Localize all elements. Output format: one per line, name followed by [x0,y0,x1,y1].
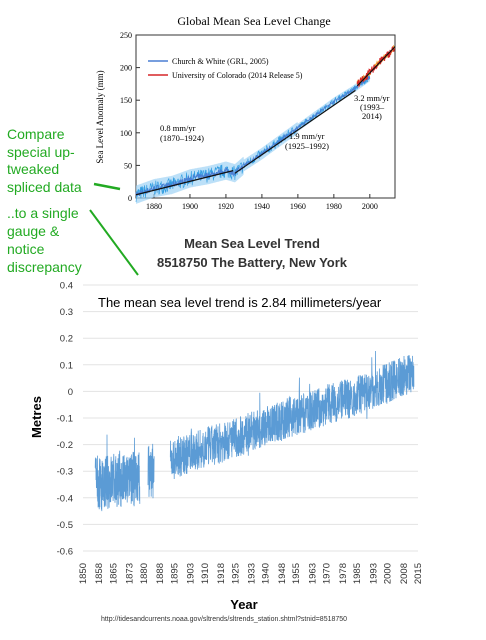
battery-y-tick-label: 0.4 [60,281,73,292]
compare-line-2: special up- [7,144,75,160]
battery-x-tick-label: 1918 [216,563,227,584]
single-gauge-annotation: ..to a single gauge & notice discrepancy [7,205,139,276]
battery-x-tick-label: 1903 [186,563,197,584]
global-legend: Church & White (GRL, 2005) University of… [148,57,303,80]
battery-x-tick-label: 1940 [261,563,272,584]
battery-x-tick-label: 1925 [230,563,241,584]
battery-chart-title: Mean Sea Level Trend [184,236,320,251]
global-x-tick-label: 1920 [218,202,234,211]
battery-x-tick-label: 2008 [399,563,410,584]
battery-y-tick-label: 0.2 [60,334,73,345]
battery-y-tick-label: -0.4 [57,493,73,504]
battery-y-tick-label: 0.1 [60,360,73,371]
battery-x-tick-label: 1858 [94,563,105,584]
global-x-tick-label: 1960 [290,202,306,211]
battery-x-tick-label: 1933 [247,563,258,584]
global-x-ticks: 1880 1900 1920 1940 1960 1980 2000 [146,194,378,211]
global-y-tick-label: 50 [124,161,132,170]
battery-x-tick-label: 1850 [78,563,89,584]
global-y-tick-label: 250 [120,31,132,40]
battery-chart-subtitle: 8518750 The Battery, New York [157,255,348,270]
global-y-tick-label: 100 [120,129,132,138]
single-line-1: ..to a single [7,205,79,221]
global-y-axis-label: Sea Level Anomaly (mm) [95,70,105,163]
battery-y-ticks: 0.4 0.3 0.2 0.1 0 -0.1 -0.2 -0.3 -0.4 -0.5 -0.6 [57,281,73,558]
battery-x-tick-label: 2015 [413,563,424,584]
battery-y-axis-label: Metres [29,396,44,438]
battery-x-tick-label: 1955 [291,563,302,584]
battery-x-tick-label: 1993 [368,563,379,584]
battery-x-tick-label: 1910 [200,563,211,584]
battery-x-tick-label: 1970 [322,563,333,584]
battery-x-ticks: 1850 1858 1865 1873 1880 1888 1895 1903 1910 1918… [78,563,424,584]
battery-x-axis-label: Year [230,597,257,612]
single-line-2: gauge & [7,223,60,239]
battery-x-tick-label: 2000 [383,563,394,584]
global-trend-line [135,170,234,196]
battery-x-tick-label: 1865 [109,563,120,584]
rate-annotation-1993-end: 2014) [362,111,382,121]
compare-line-4: spliced data [7,179,82,195]
battery-chart: Mean Sea Level Trend 8518750 The Battery… [29,236,424,623]
battery-x-tick-label: 1880 [139,563,150,584]
global-x-tick-label: 1900 [182,202,198,211]
compare-annotation: Compare special up- tweaked spliced data [7,126,121,195]
compare-arrow [93,182,121,191]
single-gauge-arrow [89,209,139,276]
battery-y-tick-label: 0 [68,387,73,398]
battery-y-tick-label: -0.3 [57,467,73,478]
rate-annotation-1925-range: (1925–1992) [285,141,329,151]
global-x-tick-label: 1980 [326,202,342,211]
battery-x-tick-label: 1873 [125,563,136,584]
battery-x-tick-label: 1895 [169,563,180,584]
battery-trend-annotation: The mean sea level trend is 2.84 millime… [98,295,382,310]
global-chart-title: Global Mean Sea Level Change [177,14,330,28]
battery-y-tick-label: 0.3 [60,307,73,318]
compare-line-3: tweaked [7,161,59,177]
source-url: http://tidesandcurrents.noaa.gov/sltrend… [101,616,347,623]
battery-x-tick-label: 1963 [307,563,318,584]
global-x-tick-label: 2000 [362,202,378,211]
battery-x-tick-label: 1978 [338,563,349,584]
global-y-tick-label: 200 [120,64,132,73]
battery-data [94,350,415,512]
legend-label-church-white: Church & White (GRL, 2005) [172,57,269,66]
rate-annotation-1993: 3.2 mm/yr [354,93,390,103]
battery-x-tick-label: 1985 [352,563,363,584]
global-plot-frame [135,34,396,199]
battery-y-tick-label: -0.1 [57,414,73,425]
rate-annotation-1870: 0.8 mm/yr [160,123,196,133]
global-y-ticks: 0 50 100 150 200 250 [120,31,140,203]
global-x-tick-label: 1940 [254,202,270,211]
compare-line-1: Compare [7,126,65,142]
battery-series-segment [147,443,155,499]
global-chart: Global Mean Sea Level Change 0 50 100 150 20… [95,14,396,211]
global-data [135,44,396,204]
battery-y-tick-label: -0.2 [57,440,73,451]
battery-x-tick-label: 1948 [277,563,288,584]
global-y-tick-label: 150 [120,96,132,105]
rate-annotation-1993-range: (1993– [360,102,385,112]
global-x-tick-label: 1880 [146,202,162,211]
legend-label-colorado: University of Colorado (2014 Release 5) [172,71,303,80]
single-line-4: discrepancy [7,259,82,275]
rate-annotation-1925: 1.9 mm/yr [289,131,325,141]
global-trend-line [234,89,356,174]
battery-y-tick-label: -0.5 [57,520,73,531]
battery-series-segment [169,350,415,480]
global-trend-line [356,46,396,87]
battery-x-tick-label: 1888 [155,563,166,584]
battery-series-segment [94,434,141,512]
single-line-3: notice [7,241,45,257]
rate-annotation-1870-range: (1870–1924) [160,133,204,143]
battery-y-tick-label: -0.6 [57,547,73,558]
global-y-tick-label: 0 [128,194,132,203]
church-white-line [135,75,371,197]
